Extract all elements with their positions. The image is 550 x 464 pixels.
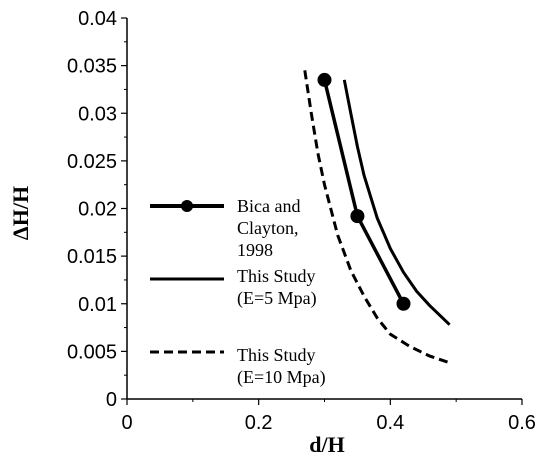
legend-label-2: This Study — [237, 345, 316, 365]
x-tick-label: 0 — [121, 412, 132, 434]
y-tick-label: 0.035 — [67, 56, 117, 78]
legend-label-2: (E=10 Mpa) — [237, 367, 326, 388]
x-tick-label: 0.2 — [245, 412, 273, 434]
y-tick-label: 0.02 — [78, 199, 117, 221]
y-tick-label: 0.025 — [67, 151, 117, 173]
y-axis-title: ΔH/H — [8, 186, 33, 240]
series-line-1 — [342, 79, 451, 326]
series-marker-0 — [396, 296, 411, 311]
y-tick-label: 0.01 — [78, 294, 117, 316]
series-layer — [303, 70, 451, 365]
legend-marker-0 — [181, 200, 193, 212]
series-marker-0 — [350, 209, 365, 224]
y-tick-label: 0 — [106, 389, 117, 411]
y-tick-label: 0.03 — [78, 103, 117, 125]
legend-label-1: (E=5 Mpa) — [237, 288, 317, 309]
series-line-2 — [303, 70, 451, 365]
legend-label-0: Clayton, — [237, 218, 299, 238]
x-tick-label: 0.6 — [508, 412, 536, 434]
legend-label-0: 1998 — [237, 240, 273, 260]
y-tick-label: 0.005 — [67, 341, 117, 363]
y-tick-label: 0.015 — [67, 246, 117, 268]
ticks: 0 0.005 0.01 0.015 0.02 0.025 0.03 0.035 0.04 0 0.… — [67, 8, 536, 434]
series-marker-0 — [317, 72, 332, 87]
legend-label-0: Bica and — [237, 196, 300, 216]
legend-label-1: This Study — [237, 266, 316, 286]
series-line-0 — [322, 79, 406, 305]
x-tick-label: 0.4 — [376, 412, 404, 434]
x-axis-title: d/H — [309, 432, 344, 457]
y-tick-label: 0.04 — [78, 8, 117, 30]
